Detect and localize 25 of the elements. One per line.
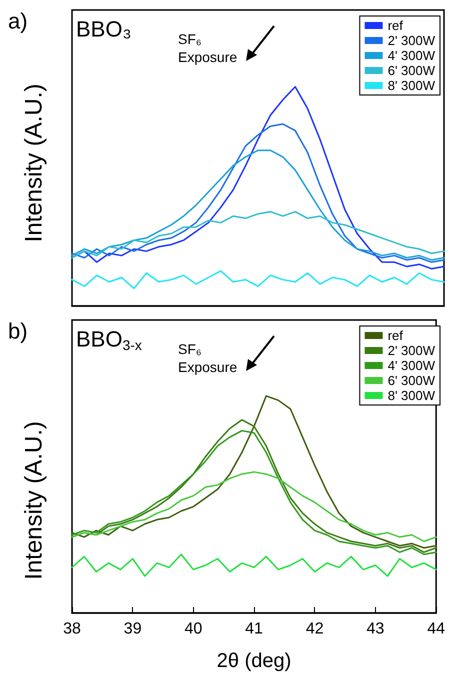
y-axis-title: Intensity (A.U.)	[20, 84, 48, 242]
legend-label: 4' 300W	[388, 48, 436, 63]
legend-label: ref	[388, 18, 404, 33]
text: SF₆ Exposure	[178, 341, 238, 375]
x-tick-label: 39	[124, 620, 142, 638]
x-tick-label: 38	[63, 620, 81, 638]
legend-label: 2' 300W	[388, 33, 436, 48]
x-axis-title: 2θ (deg)	[216, 650, 292, 672]
chart-title: a)	[8, 8, 28, 34]
legend-label: 6' 300W	[388, 373, 436, 388]
legend-label: 2' 300W	[388, 343, 436, 358]
legend-label: 8' 300W	[388, 388, 436, 403]
legend-label: 8' 300W	[388, 78, 436, 93]
text: SF₆ Exposure	[178, 31, 238, 65]
x-tick-label: 40	[184, 620, 202, 638]
x-tick-label: 42	[306, 620, 324, 638]
legend-label: ref	[388, 328, 404, 343]
text: BBO₃	[76, 16, 132, 42]
x-tick-label: 44	[427, 620, 446, 638]
chart-title: b)	[8, 318, 28, 344]
legend-label: 6' 300W	[388, 63, 436, 78]
y-axis-title: Intensity (A.U.)	[20, 421, 48, 580]
x-tick-label: 43	[366, 620, 384, 638]
x-tick-label: 41	[245, 620, 264, 638]
legend-label: 4' 300W	[388, 358, 436, 373]
